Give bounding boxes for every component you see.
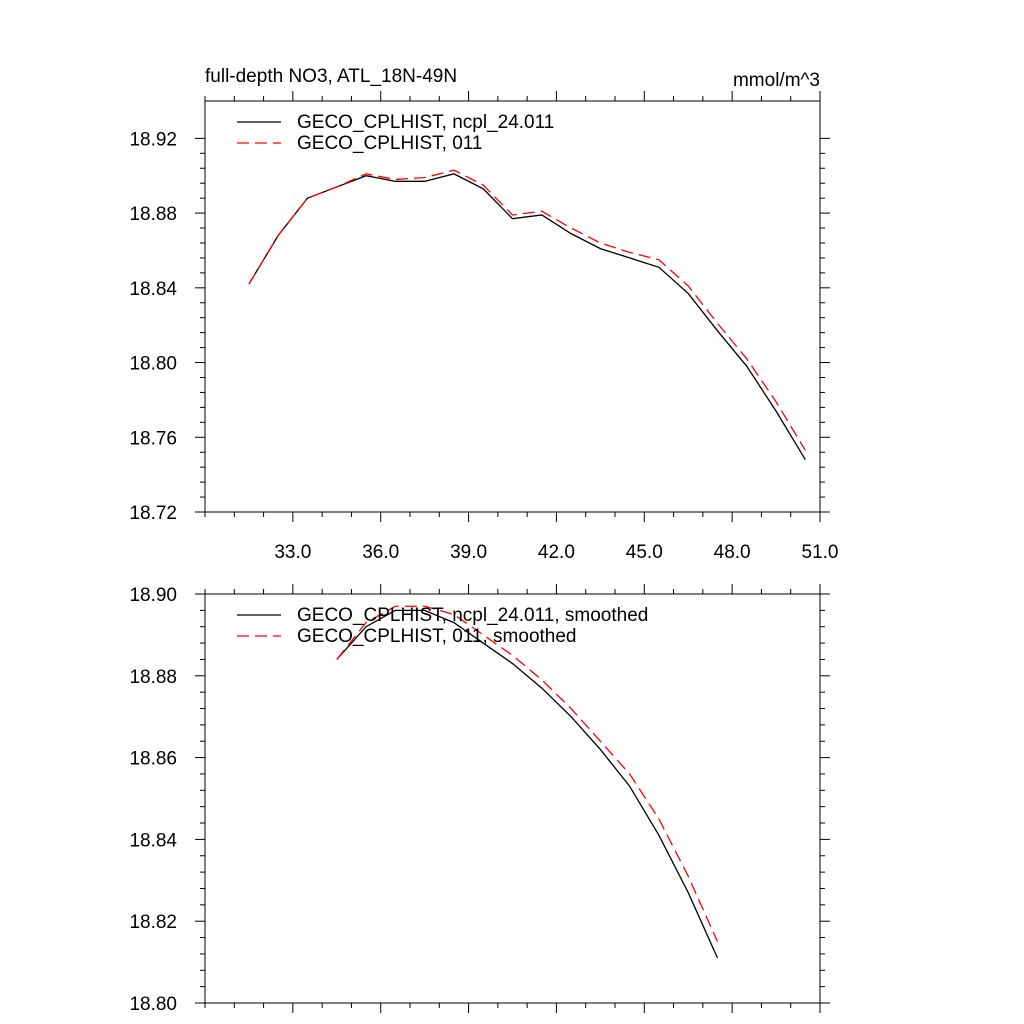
bottom-y-tick-label: 18.80: [129, 994, 177, 1015]
bottom-series-line-2: [336, 605, 719, 942]
bottom-series-line-1: [336, 609, 719, 959]
top-panel-title: full-depth NO3, ATL_18N-49N: [205, 66, 457, 87]
bottom-panel: 18.80 18.82 18.84 18.86 18.88 18.90 GECO_CPLHI…: [129, 584, 830, 1015]
top-y-tick-label: 18.92: [129, 129, 177, 150]
bottom-y-tick-label: 18.90: [129, 585, 177, 606]
bottom-legend-label-1: GECO_CPLHIST, ncpl_24.011, smoothed: [297, 605, 648, 626]
top-x-tick-label: 36.0: [362, 542, 399, 563]
top-x-tick-label: 42.0: [538, 542, 575, 563]
bottom-plot-frame: [204, 593, 821, 1004]
top-x-tick-label: 45.0: [626, 542, 663, 563]
top-panel-marks: 33.0 36.0 39.0 42.0 45.0 48.0 51.0 18.72 18.76 18…: [129, 91, 838, 563]
top-legend-label-1: GECO_CPLHIST, ncpl_24.011: [297, 112, 554, 133]
top-y-tick-label: 18.88: [129, 204, 177, 225]
bottom-y-tick-label: 18.84: [129, 830, 177, 851]
top-series-line-2: [248, 169, 806, 451]
top-y-tick-label: 18.84: [129, 279, 177, 300]
top-panel-units: mmol/m^3: [733, 70, 820, 91]
bottom-y-tick-label: 18.86: [129, 749, 177, 770]
top-x-tick-label: 39.0: [450, 542, 487, 563]
top-y-tick-label: 18.76: [129, 428, 177, 449]
top-y-tick-label: 18.72: [129, 503, 177, 524]
top-y-tick-label: 18.80: [129, 354, 177, 375]
bottom-legend-label-2: GECO_CPLHIST, 011, smoothed: [297, 626, 577, 647]
top-plot-frame: [204, 100, 821, 513]
top-panel: full-depth NO3, ATL_18N-49N mmol/m^3 33.…: [129, 66, 838, 563]
top-legend-label-2: GECO_CPLHIST, 011: [297, 133, 483, 154]
top-x-tick-label: 51.0: [802, 542, 839, 563]
top-series-line-1: [248, 173, 806, 461]
top-x-tick-label: 33.0: [274, 542, 311, 563]
bottom-y-tick-label: 18.82: [129, 912, 177, 933]
bottom-y-tick-label: 18.88: [129, 667, 177, 688]
bottom-panel-marks: 18.80 18.82 18.84 18.86 18.88 18.90 GECO_CPLHI…: [129, 584, 830, 1015]
top-x-tick-label: 48.0: [714, 542, 751, 563]
